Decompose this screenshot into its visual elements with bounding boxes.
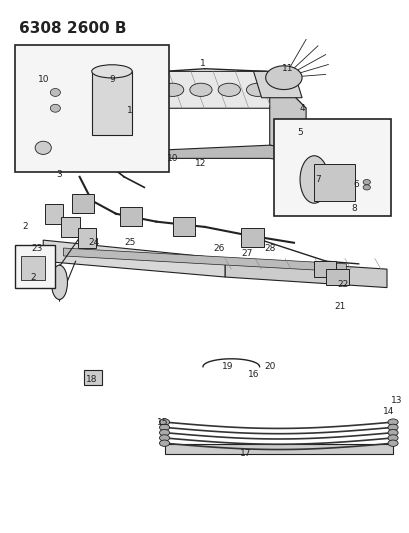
Polygon shape [269,71,306,150]
Ellipse shape [387,424,397,431]
Ellipse shape [299,156,328,203]
Text: 10: 10 [37,75,49,84]
Bar [21,256,45,280]
Bar [71,193,94,213]
Polygon shape [63,248,346,272]
Text: 14: 14 [382,407,394,416]
Text: 6: 6 [353,180,359,189]
Text: 11: 11 [281,64,293,73]
Polygon shape [253,71,301,98]
Ellipse shape [161,83,183,96]
Text: 26: 26 [213,244,224,253]
Ellipse shape [92,64,132,78]
Ellipse shape [387,419,397,425]
Ellipse shape [246,83,268,96]
Bar [61,217,79,238]
Text: 3: 3 [56,169,62,179]
Text: 25: 25 [124,238,135,247]
Text: 16: 16 [247,370,258,379]
Polygon shape [225,259,386,288]
Ellipse shape [35,141,51,155]
Text: 10: 10 [166,154,178,163]
Ellipse shape [387,435,397,441]
Bar [326,269,348,285]
Polygon shape [43,240,225,277]
Text: 2: 2 [22,222,28,231]
Text: 20: 20 [263,362,275,371]
Ellipse shape [387,440,397,446]
Bar [15,45,168,172]
Text: 4: 4 [299,104,304,113]
Ellipse shape [387,430,397,436]
Text: 17: 17 [239,449,251,458]
Text: 15: 15 [156,417,168,426]
Text: 28: 28 [263,244,275,253]
Text: 22: 22 [336,280,347,289]
Ellipse shape [103,147,112,154]
Bar [241,228,263,247]
Text: 1: 1 [127,107,133,116]
Bar [164,444,392,454]
Ellipse shape [50,88,60,96]
Ellipse shape [159,424,169,431]
Text: 19: 19 [221,362,232,371]
Text: 24: 24 [88,238,99,247]
Bar [313,164,354,200]
Text: 8: 8 [351,204,357,213]
Ellipse shape [159,430,169,436]
Ellipse shape [95,116,104,122]
Bar [45,204,63,224]
Bar [313,261,336,277]
Ellipse shape [159,440,169,446]
Text: 7: 7 [315,175,320,184]
Text: 6308 2600 B: 6308 2600 B [19,21,126,36]
Bar [83,370,101,385]
Text: 9: 9 [109,75,115,84]
Ellipse shape [189,83,211,96]
Polygon shape [112,71,152,150]
Bar [15,245,55,288]
Bar [172,217,194,237]
Text: 13: 13 [391,397,402,406]
Polygon shape [112,71,306,108]
Bar [273,119,390,216]
Text: 2: 2 [30,272,36,281]
Text: 21: 21 [334,302,345,311]
Text: 18: 18 [86,375,97,384]
Ellipse shape [107,90,116,95]
Ellipse shape [362,180,369,185]
Text: 1: 1 [200,59,205,68]
Text: 23: 23 [31,244,43,253]
Ellipse shape [362,185,369,190]
Bar [92,71,132,135]
Ellipse shape [133,83,155,96]
Bar [120,207,142,226]
Ellipse shape [265,66,301,90]
Ellipse shape [218,83,240,96]
Ellipse shape [159,435,169,441]
Ellipse shape [50,104,60,112]
Text: 27: 27 [241,249,252,258]
Text: 5: 5 [297,127,302,136]
Bar [77,228,96,248]
Ellipse shape [159,419,169,425]
Polygon shape [112,145,306,164]
Ellipse shape [51,265,67,300]
Text: 12: 12 [195,159,206,168]
